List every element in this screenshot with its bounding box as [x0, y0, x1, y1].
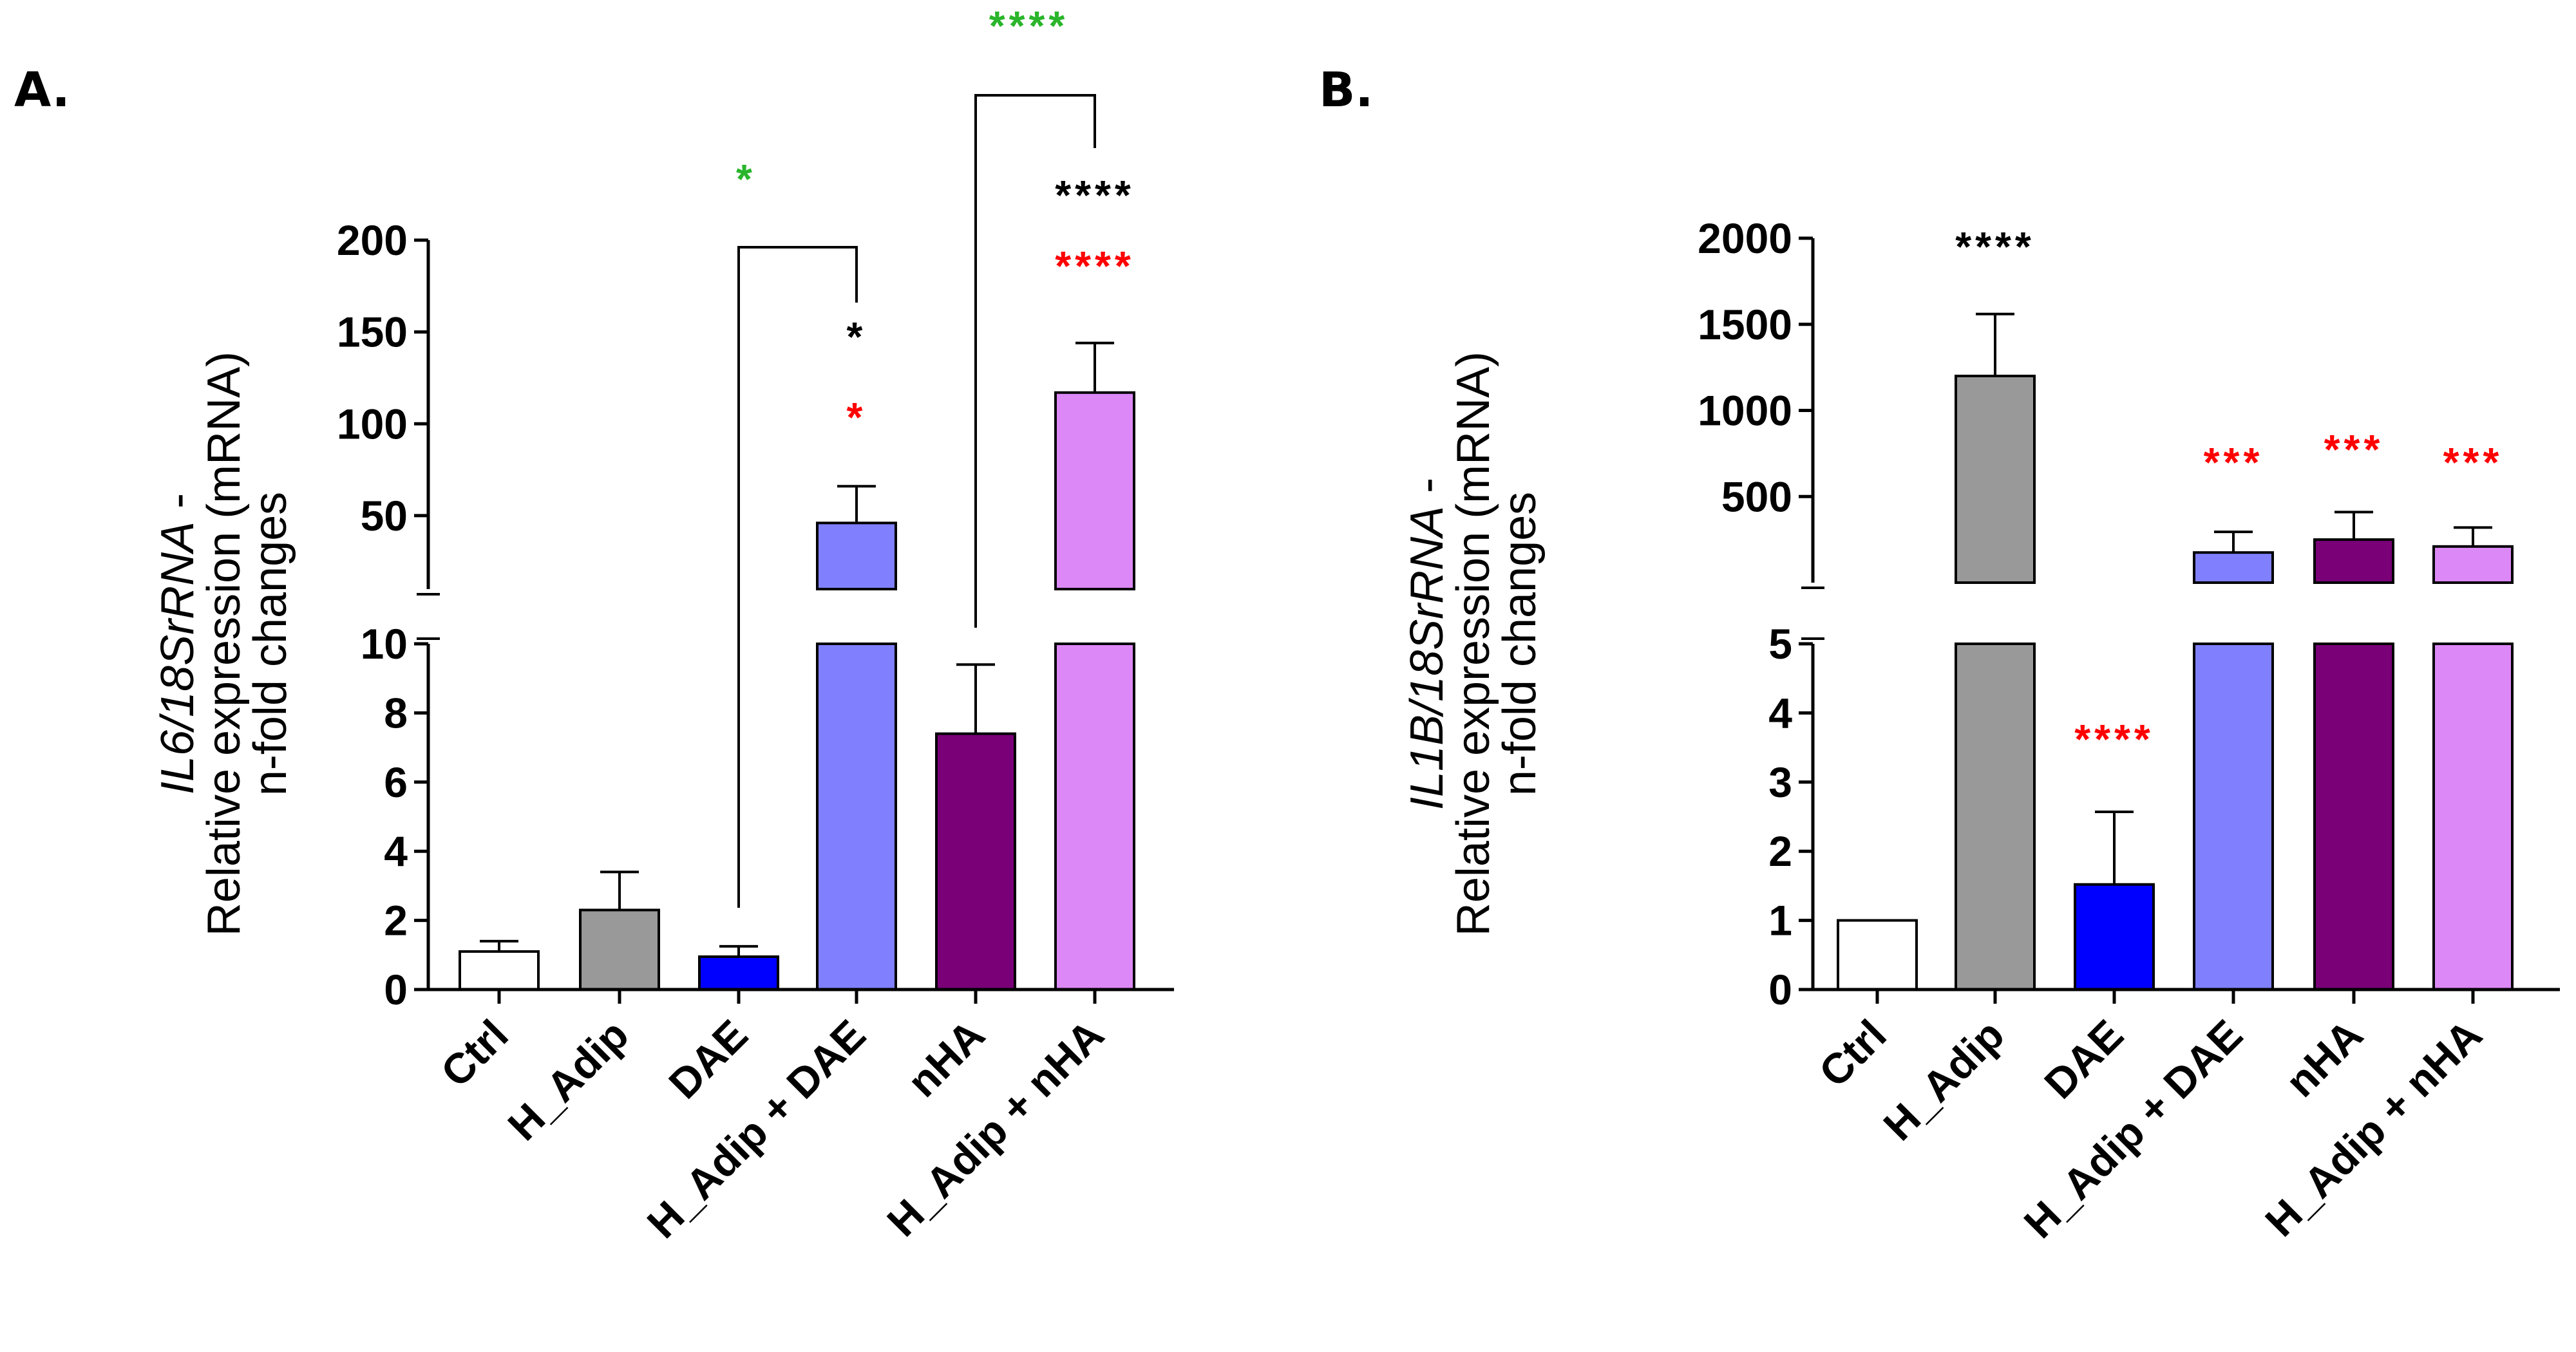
chart-b-bar-2: [2074, 883, 2155, 991]
chart-a-xlabel-0: Ctrl: [431, 1011, 517, 1096]
chart-a-bar-3-upper: [816, 521, 897, 590]
chart-b-bar-3-lower: [2193, 643, 2274, 991]
chart-a-bar-3-lower: [816, 643, 897, 991]
chart-b-significance-0: ****: [1955, 223, 2035, 270]
chart-a-ylabel-dash: -: [152, 493, 204, 521]
chart-b-significance-1: ****: [2074, 716, 2154, 762]
chart-b-xlabel-2: DAE: [2035, 1011, 2132, 1108]
chart-b-significance-3: ***: [2324, 426, 2384, 473]
chart-b-ylabel-upper-0: 500: [1721, 473, 1792, 520]
chart-b-xlabel-1: H_Adip: [1874, 1011, 2013, 1150]
chart-b-bar-1-upper: [1955, 375, 2036, 584]
chart-a-significance-1: *: [847, 314, 867, 360]
chart-a-ylabel-line2: Relative expression (mRNA): [198, 352, 250, 936]
chart-b-ylabel-lower-3: 3: [1768, 758, 1792, 806]
chart-a-ylabel-gene: IL6/18SrRNA: [152, 521, 204, 794]
chart-b-ylabel-line2: Relative expression (mRNA): [1448, 352, 1499, 936]
chart-b-bar-5-upper: [2432, 545, 2514, 585]
chart-b-xlabel-4: nHA: [2277, 1011, 2372, 1106]
chart-a-bracket-label-1: ****: [989, 3, 1069, 49]
chart-a-bar-0: [459, 950, 540, 991]
chart-a-ylabel-lower-0: 0: [384, 966, 408, 1013]
chart-a: IL6/18SrRNA - Relative expression (mRNA)…: [152, 3, 1174, 1247]
chart-b-ylabel-lower-2: 2: [1768, 827, 1792, 875]
chart-b-ylabel-dash: -: [1401, 478, 1453, 506]
chart-a-ylabel-lower-2: 4: [384, 827, 408, 875]
panel-label-b: B.: [1319, 62, 1374, 118]
chart-b-significance-4: ***: [2443, 439, 2503, 485]
chart-a-ylabel-upper-0: 50: [361, 492, 408, 540]
chart-b-bar-4-lower: [2313, 643, 2394, 991]
chart-b: IL1B/18SrRNA - Relative expression (mRNA…: [1401, 214, 2560, 1247]
chart-a-xlabel-3: H_Adip + DAE: [638, 1011, 875, 1247]
chart-b-ylabel-lower-1: 1: [1768, 897, 1792, 944]
chart-b-bar-4-upper: [2313, 538, 2394, 584]
panel-label-a: A.: [14, 62, 70, 118]
chart-b-bar-3-upper: [2193, 551, 2274, 584]
chart-a-bracket-label-0: *: [736, 156, 756, 202]
chart-a-xlabel-2: DAE: [659, 1011, 757, 1108]
chart-a-significance-3: ****: [1055, 172, 1135, 218]
chart-a-ylabel-upper-1: 100: [337, 400, 408, 447]
chart-b-ylabel-upper-3: 2000: [1698, 214, 1792, 262]
chart-a-xlabel-1: H_Adip: [498, 1011, 638, 1150]
chart-a-ylabel-lower-1: 2: [384, 897, 408, 944]
chart-b-ylabel-lower-0: 0: [1768, 966, 1792, 1013]
chart-a-bar-1: [579, 908, 660, 991]
chart-a-xlabel-5: H_Adip + nHA: [878, 1011, 1113, 1246]
chart-a-bar-2: [698, 955, 779, 991]
chart-b-ylabel-lower-5: 5: [1768, 620, 1792, 668]
chart-a-ylabel-upper-3: 200: [337, 216, 408, 264]
chart-a-significance-2: ****: [1055, 243, 1135, 289]
chart-b-ylabel-gene: IL1B/18SrRNA: [1401, 506, 1453, 810]
chart-a-ylabel-lower-5: 10: [361, 620, 408, 668]
chart-b-xlabel-5: H_Adip + nHA: [2256, 1011, 2491, 1246]
chart-a-ylabel-lower-4: 8: [384, 689, 408, 737]
chart-a-bracket-1: [974, 94, 1096, 628]
chart-b-significance-2: ***: [2204, 439, 2264, 485]
chart-a-bar-5-upper: [1054, 391, 1135, 590]
chart-b-ylabel-line3: n-fold changes: [1494, 492, 1546, 796]
chart-a-bracket-0: [737, 246, 858, 908]
chart-b-bar-5-lower: [2432, 643, 2514, 991]
chart-b-ylabel-upper-2: 1500: [1698, 301, 1792, 348]
chart-a-ylabel-upper-2: 150: [337, 308, 408, 356]
chart-a-bar-4: [935, 732, 1016, 991]
chart-a-significance-0: *: [847, 394, 867, 440]
chart-a-bar-5-lower: [1054, 643, 1135, 991]
chart-b-ylabel-line1: IL1B/18SrRNA -: [1401, 478, 1453, 810]
chart-a-ylabel-line3: n-fold changes: [245, 492, 296, 796]
chart-a-ylabel-lower-3: 6: [384, 758, 408, 806]
chart-b-xlabel-0: Ctrl: [1810, 1011, 1895, 1096]
chart-b-bar-0: [1837, 919, 1918, 991]
chart-a-ylabel-line1: IL6/18SrRNA -: [152, 493, 204, 794]
chart-a-xlabel-4: nHA: [898, 1011, 994, 1106]
chart-b-xlabel-3: H_Adip + DAE: [2015, 1011, 2251, 1247]
chart-b-ylabel-upper-1: 1000: [1698, 387, 1792, 435]
chart-b-ylabel-lower-4: 4: [1768, 689, 1792, 737]
chart-b-bar-1-lower: [1955, 643, 2036, 991]
